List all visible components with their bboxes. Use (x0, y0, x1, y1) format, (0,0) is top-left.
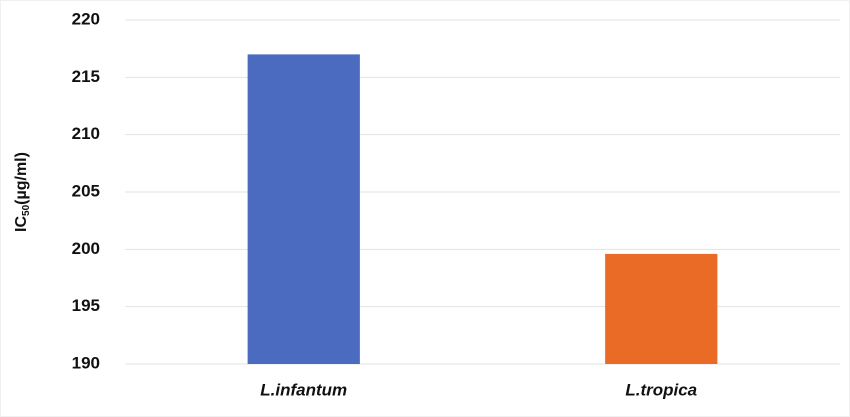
y-tick-label: 210 (72, 124, 100, 143)
y-tick-label: 195 (72, 296, 100, 315)
y-axis-label: IC50(µg/ml) (13, 152, 31, 232)
bar (247, 54, 360, 365)
y-label-sub: 50 (21, 204, 32, 216)
x-tick-label: L.infantum (260, 380, 347, 399)
y-tick-label: 205 (72, 181, 100, 200)
y-label-main: IC (13, 216, 30, 232)
y-tick-label: 220 (72, 9, 100, 28)
x-tick-label: L.tropica (625, 380, 697, 399)
y-tick-label: 200 (72, 239, 100, 258)
bar (605, 253, 718, 364)
y-tick-label: 190 (72, 353, 100, 372)
y-label-unit: (µg/ml) (13, 152, 30, 205)
y-tick-label: 215 (72, 67, 100, 86)
